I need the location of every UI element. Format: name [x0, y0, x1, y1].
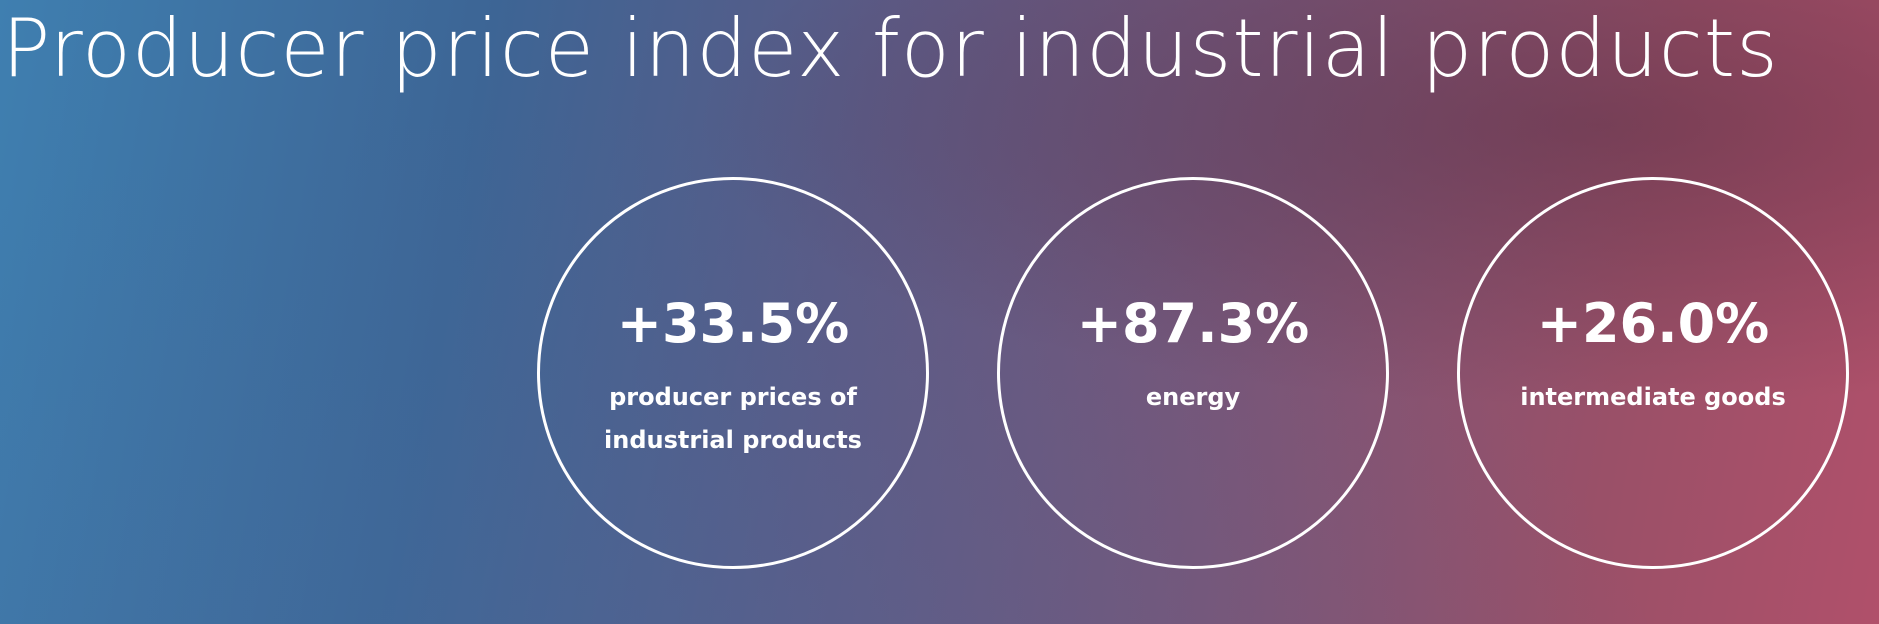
stat-label: energy [1020, 376, 1366, 419]
stat-value: +33.5% [616, 292, 850, 355]
stat-label-line: energy [1145, 383, 1241, 411]
stat-value: +87.3% [1076, 292, 1310, 355]
stat-label-line: industrial products [604, 426, 862, 454]
stat-label-line: producer prices of [609, 383, 857, 411]
stat-circle-industrial: +33.5% producer prices of industrial pro… [537, 177, 929, 569]
stat-label: intermediate goods [1480, 376, 1826, 419]
stat-label-line: intermediate goods [1520, 383, 1786, 411]
stat-label: producer prices of industrial products [560, 376, 906, 462]
page-title: Producer price index for industrial prod… [2, 2, 1779, 95]
stat-value: +26.0% [1536, 292, 1770, 355]
stat-circle-intermediate: +26.0% intermediate goods [1457, 177, 1849, 569]
stat-circle-energy: +87.3% energy [997, 177, 1389, 569]
